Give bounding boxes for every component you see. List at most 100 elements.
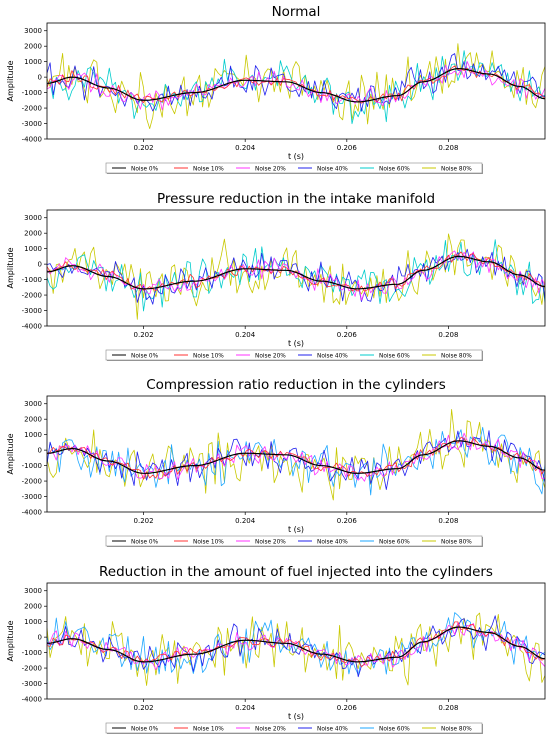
- y-tick-label: -2000: [22, 478, 42, 486]
- plot-area: [47, 233, 545, 320]
- series-line: [47, 248, 545, 305]
- legend-box: [105, 535, 483, 547]
- y-tick-label: 2000: [24, 416, 42, 424]
- legend: Noise 0% Noise 10% Noise 20% Noise 40% Noise…: [105, 162, 483, 174]
- legend-label: Noise 60%: [379, 353, 410, 359]
- y-tick-label: 2000: [24, 43, 42, 51]
- legend-label: Noise 80%: [441, 726, 472, 732]
- series-line: [47, 255, 545, 290]
- y-tick-label: 2000: [24, 603, 42, 611]
- legend-label: Noise 10%: [193, 539, 224, 545]
- y-tick-label: -4000: [22, 136, 42, 144]
- chart-panel: Normal -4000 -3000 -2000 -1000 0 1000 2000 3000 0…: [6, 4, 546, 174]
- series-line: [47, 436, 545, 480]
- x-tick-label: 0.206: [337, 331, 358, 339]
- y-tick-label: -3000: [22, 493, 42, 501]
- legend-label: Noise 10%: [193, 726, 224, 732]
- x-tick-label: 0.206: [337, 517, 358, 525]
- plot-area: [47, 409, 545, 501]
- x-tick-label: 0.208: [438, 704, 458, 712]
- x-tick-label: 0.208: [438, 331, 458, 339]
- y-tick-label: -3000: [22, 307, 42, 315]
- legend-box: [105, 349, 483, 361]
- y-tick-label: 3000: [24, 27, 42, 35]
- legend: Noise 0% Noise 10% Noise 20% Noise 40% Noise…: [105, 722, 483, 734]
- series-line: [47, 43, 545, 129]
- legend-label: Noise 80%: [441, 353, 472, 359]
- legend-label: Noise 20%: [255, 353, 286, 359]
- legend: Noise 0% Noise 10% Noise 20% Noise 40% Noise…: [105, 535, 483, 547]
- legend-label: Noise 0%: [131, 353, 159, 359]
- y-axis-label: Amplitude: [6, 433, 15, 474]
- legend-box: [105, 162, 483, 174]
- axes-frame: [46, 582, 546, 700]
- legend-label: Noise 0%: [131, 539, 159, 545]
- legend-label: Noise 60%: [379, 726, 410, 732]
- x-tick-label: 0.204: [235, 331, 256, 339]
- y-tick-label: 0: [38, 634, 42, 642]
- y-tick-label: -3000: [22, 680, 42, 688]
- y-tick-label: -1000: [22, 649, 42, 657]
- x-axis-label: t (s): [288, 152, 304, 161]
- legend-label: Noise 60%: [379, 166, 410, 172]
- legend: Noise 0% Noise 10% Noise 20% Noise 40% Noise…: [105, 349, 483, 361]
- x-tick-label: 0.202: [134, 517, 154, 525]
- series-line: [47, 621, 545, 668]
- chart-title: Reduction in the amount of fuel injected…: [99, 564, 493, 580]
- axes-frame: [46, 395, 546, 513]
- y-tick-label: 1000: [24, 58, 42, 66]
- x-tick-label: 0.202: [134, 704, 154, 712]
- series-line: [47, 612, 545, 686]
- x-tick-label: 0.202: [134, 331, 154, 339]
- chart-panel: Compression ratio reduction in the cylin…: [6, 377, 546, 547]
- chart-title: Pressure reduction in the intake manifol…: [157, 191, 435, 207]
- y-tick-label: -4000: [22, 323, 42, 331]
- axes-frame: [46, 22, 546, 140]
- x-tick-label: 0.202: [134, 144, 154, 152]
- legend-box: [105, 722, 483, 734]
- series-line: [47, 430, 545, 490]
- legend-label: Noise 10%: [193, 166, 224, 172]
- chart-panel: Pressure reduction in the intake manifol…: [6, 191, 546, 361]
- legend-label: Noise 40%: [317, 353, 348, 359]
- plot-area: [47, 612, 545, 686]
- series-line: [47, 68, 545, 103]
- y-tick-label: -1000: [22, 276, 42, 284]
- legend-label: Noise 60%: [379, 539, 410, 545]
- x-axis-label: t (s): [288, 339, 304, 348]
- y-tick-label: -4000: [22, 509, 42, 517]
- series-line: [47, 65, 545, 104]
- series-line: [47, 233, 545, 320]
- y-tick-label: -3000: [22, 120, 42, 128]
- y-tick-label: -2000: [22, 292, 42, 300]
- y-tick-label: 1000: [24, 618, 42, 626]
- y-tick-label: 1000: [24, 245, 42, 253]
- series-line: [47, 251, 545, 292]
- series-line: [47, 626, 545, 663]
- y-tick-label: 0: [38, 447, 42, 455]
- y-tick-label: -4000: [22, 696, 42, 704]
- x-tick-label: 0.204: [235, 144, 256, 152]
- legend-label: Noise 40%: [317, 726, 348, 732]
- y-tick-label: 2000: [24, 230, 42, 238]
- y-tick-label: 0: [38, 74, 42, 82]
- y-axis-label: Amplitude: [6, 60, 15, 101]
- x-axis-label: t (s): [288, 712, 304, 721]
- x-axis-label: t (s): [288, 525, 304, 534]
- series-line: [47, 621, 545, 671]
- y-tick-label: -2000: [22, 665, 42, 673]
- axes-frame: [46, 209, 546, 327]
- x-tick-label: 0.204: [235, 704, 256, 712]
- legend-label: Noise 20%: [255, 166, 286, 172]
- y-tick-label: 0: [38, 261, 42, 269]
- legend-label: Noise 0%: [131, 166, 159, 172]
- legend-label: Noise 40%: [317, 166, 348, 172]
- y-tick-label: 3000: [24, 214, 42, 222]
- x-tick-label: 0.208: [438, 144, 458, 152]
- chart-title: Normal: [272, 4, 321, 20]
- legend-label: Noise 80%: [441, 539, 472, 545]
- y-tick-label: -2000: [22, 105, 42, 113]
- legend-label: Noise 10%: [193, 353, 224, 359]
